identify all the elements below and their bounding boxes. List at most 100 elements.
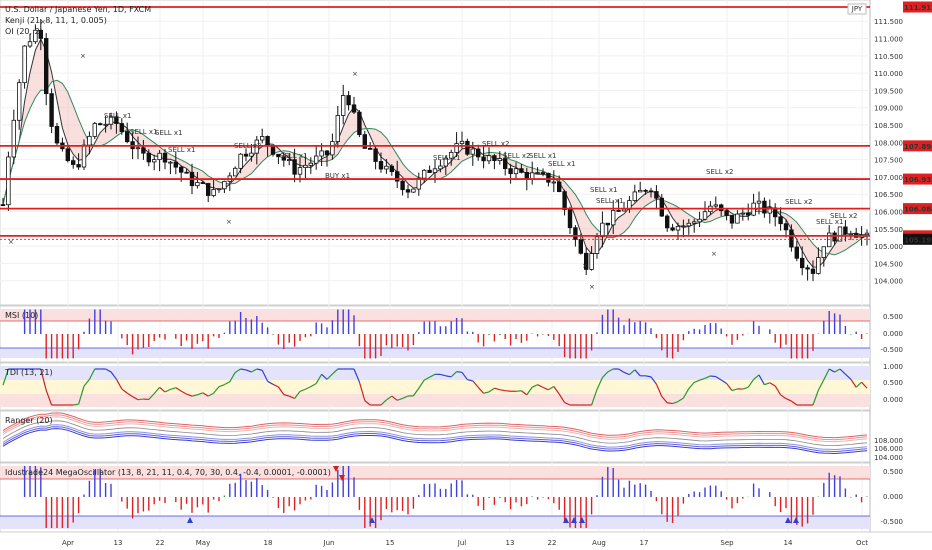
candle-body[interactable] [416, 177, 421, 190]
candle-body[interactable] [519, 168, 524, 173]
candle-body[interactable] [162, 152, 168, 163]
candle-body[interactable] [697, 218, 702, 223]
candle-body[interactable] [778, 216, 783, 225]
candle-body[interactable] [573, 227, 578, 240]
candle-body[interactable] [330, 141, 335, 156]
signal-annotation[interactable]: SELL x2 [706, 168, 734, 176]
candle-body[interactable] [216, 188, 222, 191]
signal-annotation[interactable]: SELL x1 [596, 197, 624, 205]
msi-panel-title[interactable]: MSI (10) [5, 311, 39, 320]
signal-annotation[interactable]: SELL x1 [168, 146, 196, 154]
candle-body[interactable] [432, 168, 438, 173]
candle-body[interactable] [33, 29, 38, 43]
candle-body[interactable] [837, 226, 843, 242]
candle-body[interactable] [475, 148, 481, 158]
candle-body[interactable] [600, 222, 605, 238]
candle-body[interactable] [313, 155, 319, 164]
candle-body[interactable] [297, 167, 303, 175]
candle-body[interactable] [324, 150, 330, 156]
candle-body[interactable] [125, 131, 130, 143]
candle-body[interactable] [205, 183, 211, 196]
candle-body[interactable] [405, 189, 411, 193]
mega-histogram[interactable] [3, 466, 868, 528]
signal-annotation[interactable]: SELL x1 [280, 152, 308, 160]
candle-body[interactable] [27, 41, 33, 47]
candle-body[interactable] [281, 156, 286, 161]
candle-body[interactable] [76, 164, 81, 168]
candle-body[interactable] [394, 171, 400, 182]
candle-body[interactable] [119, 123, 124, 132]
candle-body[interactable] [151, 159, 157, 163]
candle-body[interactable] [508, 168, 513, 175]
candle-body[interactable] [38, 29, 43, 39]
candle-body[interactable] [821, 246, 826, 258]
candle-body[interactable] [740, 212, 745, 215]
candle-body[interactable] [735, 213, 740, 224]
candle-body[interactable] [168, 161, 173, 164]
candle-body[interactable] [292, 159, 297, 175]
signal-annotation[interactable]: SELL x2 [785, 198, 813, 206]
candlestick-series[interactable] [0, 18, 870, 282]
candle-body[interactable] [427, 169, 432, 173]
candle-body[interactable] [378, 161, 384, 170]
candle-body[interactable] [270, 145, 276, 155]
chart-panel[interactable] [0, 0, 871, 306]
signal-annotation[interactable]: SELL x2 [234, 142, 262, 150]
indicator-oi-label[interactable]: OI (20, 2) [5, 27, 43, 36]
candle-body[interactable] [648, 190, 654, 193]
candle-body[interactable] [816, 257, 821, 274]
candle-body[interactable] [535, 172, 540, 174]
candle-body[interactable] [303, 164, 308, 168]
candle-body[interactable] [513, 168, 519, 175]
candle-body[interactable] [135, 147, 141, 150]
signal-annotation[interactable]: SELL x1 [548, 160, 576, 168]
candle-body[interactable] [346, 95, 351, 106]
candle-body[interactable] [173, 161, 178, 168]
candle-body[interactable] [200, 182, 205, 184]
candle-body[interactable] [222, 180, 227, 190]
candle-body[interactable] [843, 226, 848, 235]
candle-body[interactable] [443, 157, 448, 167]
candle-body[interactable] [81, 144, 87, 168]
candle-body[interactable] [243, 153, 249, 157]
candle-body[interactable] [400, 180, 405, 191]
candle-body[interactable] [557, 181, 562, 192]
candle-body[interactable] [783, 223, 789, 231]
indicator-kenji-label[interactable]: Kenji (21, 8, 11, 1, 0.005) [5, 16, 107, 25]
symbol-badge[interactable] [847, 3, 867, 15]
candle-body[interactable] [810, 268, 816, 274]
candle-body[interactable] [335, 115, 340, 142]
candle-body[interactable] [276, 153, 281, 158]
candle-body[interactable] [265, 136, 270, 147]
candle-body[interactable] [692, 221, 697, 224]
candle-body[interactable] [157, 152, 162, 161]
candle-body[interactable] [384, 165, 389, 170]
signal-annotation[interactable]: SELL x2 [482, 140, 510, 148]
candle-body[interactable] [481, 156, 486, 162]
candle-body[interactable] [794, 246, 799, 259]
signal-annotation[interactable]: SELL x1 [433, 154, 461, 162]
signal-annotation[interactable]: SELL x2 [830, 212, 858, 220]
signal-annotation[interactable]: BUY x1 [325, 172, 350, 180]
candle-body[interactable] [184, 171, 189, 174]
candle-body[interactable] [659, 197, 664, 217]
signal-annotation[interactable]: SELL x1 [590, 186, 618, 194]
candle-body[interactable] [805, 267, 810, 270]
candle-body[interactable] [108, 116, 114, 125]
candle-body[interactable] [367, 147, 373, 150]
candle-body[interactable] [670, 227, 675, 231]
candle-body[interactable] [502, 158, 508, 170]
candle-body[interactable] [632, 191, 637, 201]
candle-body[interactable] [497, 158, 502, 162]
candle-body[interactable] [756, 200, 762, 204]
signal-annotation[interactable]: SELL x1 [155, 129, 183, 137]
candle-body[interactable] [762, 200, 767, 214]
candle-body[interactable] [65, 148, 70, 162]
candle-body[interactable] [702, 211, 708, 220]
candle-body[interactable] [578, 239, 583, 254]
candle-body[interactable] [286, 159, 292, 162]
tdi-panel-title[interactable]: TDI (13, 21) [5, 368, 53, 377]
ranger-panel-title[interactable]: Ranger (20) [5, 416, 53, 425]
candle-body[interactable] [459, 140, 465, 145]
